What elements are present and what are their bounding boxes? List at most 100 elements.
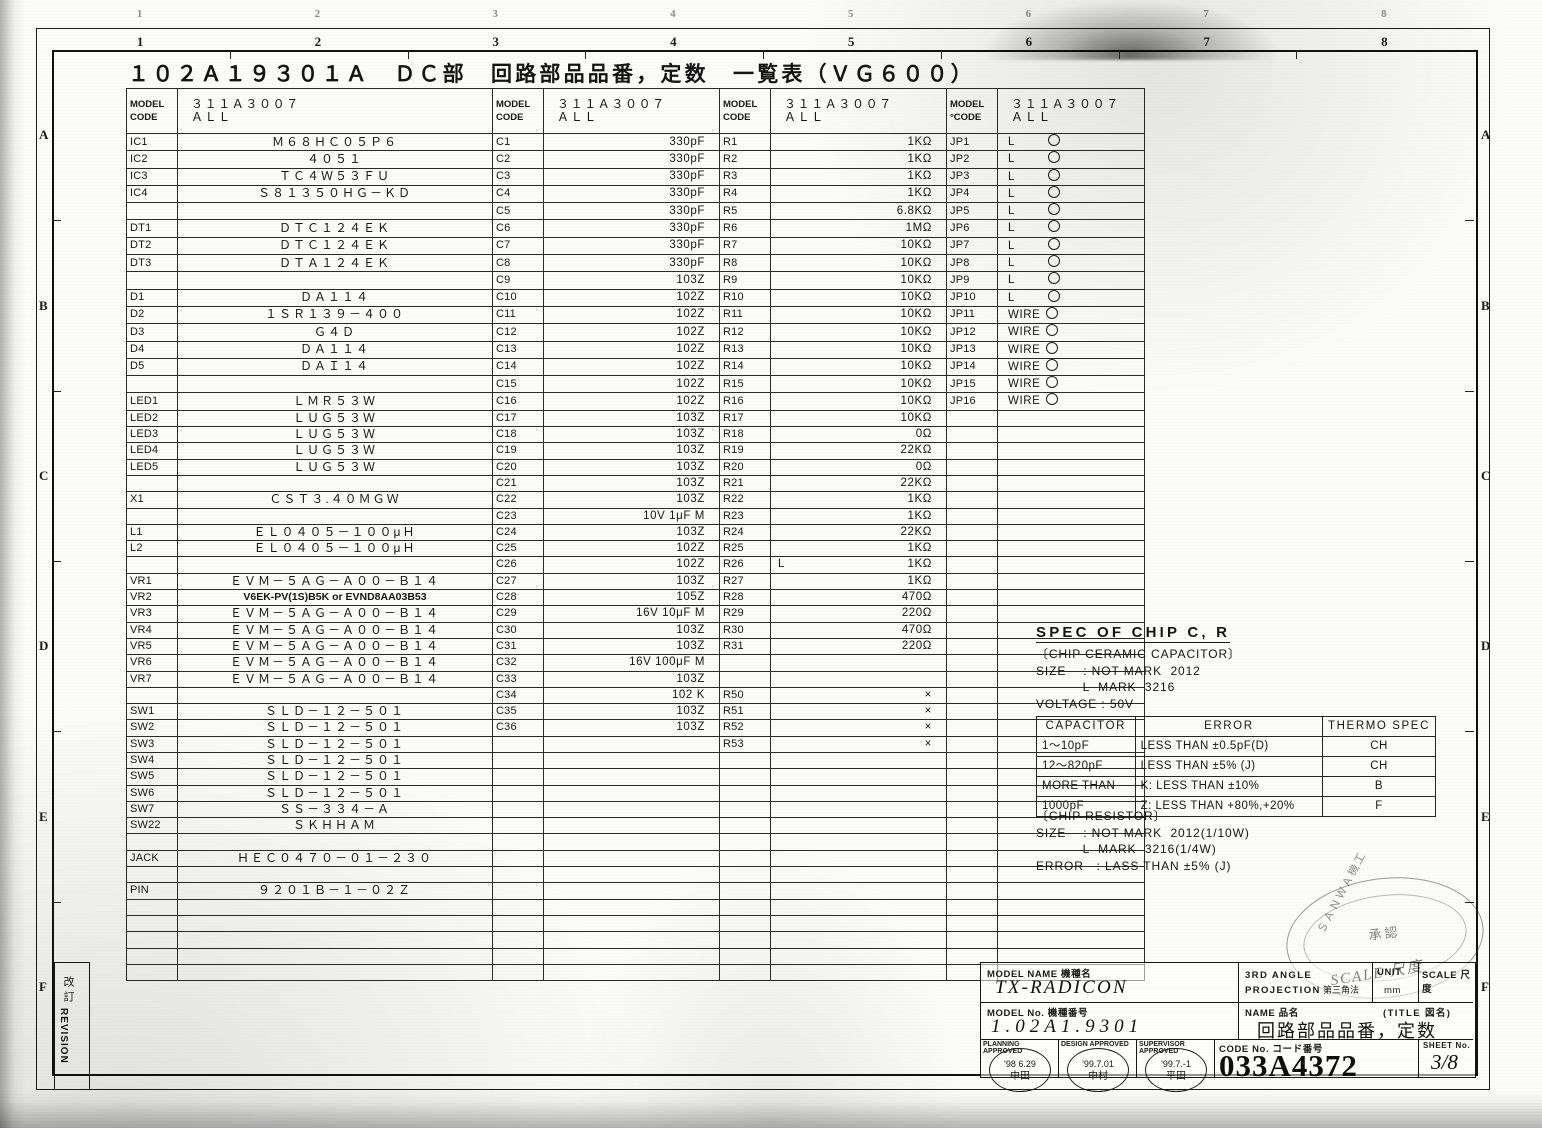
table-row: C5 330pF R5 6.8KΩ JP5 L bbox=[126, 202, 1145, 221]
cell-value-1 bbox=[177, 963, 493, 982]
cell-code-2: C28 bbox=[492, 589, 544, 607]
cell-code-2 bbox=[492, 931, 544, 949]
cell-value-2: 330pF bbox=[543, 132, 720, 152]
top-index-outer-3: 3 bbox=[492, 8, 498, 20]
top-index-4: 4 bbox=[670, 34, 677, 49]
jumper-type-label: L bbox=[1008, 153, 1015, 166]
cell-code-1: IC1 bbox=[126, 132, 178, 152]
cell-code-1: VR3 bbox=[126, 605, 178, 623]
cell-value-3: 10KΩ bbox=[770, 357, 947, 377]
cell-code-3: R8 bbox=[719, 254, 771, 273]
cell-code-4 bbox=[946, 426, 998, 444]
cell-value-1 bbox=[177, 202, 493, 221]
cell-code-3: R29 bbox=[719, 605, 771, 623]
jumper-circle-icon bbox=[1048, 203, 1060, 216]
cell-value-3: × bbox=[770, 735, 947, 753]
jumper-circle-icon bbox=[1048, 238, 1060, 250]
cell-value-1: Ｓ８１３５０ＨＧ－ＫＤ bbox=[177, 184, 493, 204]
cell-value-1: ＬＵＧ５３Ｗ bbox=[177, 426, 493, 444]
table-row: VR7 ＥＶＭ－５ＡＧ－Ａ００－Ｂ１４ C33 103Z bbox=[126, 670, 1145, 688]
table-row: PIN ９２０１Ｂ－１－０２Ｚ bbox=[126, 882, 1145, 900]
cell-code-2: C34 bbox=[492, 686, 544, 705]
cell-code-3: R14 bbox=[719, 357, 771, 377]
cell-code-1: PIN bbox=[126, 882, 178, 900]
cell-code-3: R28 bbox=[719, 589, 771, 607]
cell-code-1 bbox=[126, 963, 178, 982]
spec-res-size-1: SIZE : NOT MARK 2012(1/10W) bbox=[1036, 825, 1250, 840]
cell-code-3: R23 bbox=[719, 507, 771, 525]
cell-value-3 bbox=[770, 849, 947, 868]
cell-value-3: × bbox=[770, 686, 947, 705]
right-index-D: D bbox=[1481, 638, 1491, 654]
table-header-row: MODEL CODE ３１１Ａ３００７ ＡＬＬ MODEL CODE ３１１Ａ３００７… bbox=[126, 88, 1145, 134]
cell-code-3: R7 bbox=[719, 236, 771, 256]
cell-value-2: 103Z bbox=[543, 703, 720, 721]
cell-code-4 bbox=[946, 491, 998, 509]
spec-cap-size-1: SIZE : NOT MARK 2012 bbox=[1036, 663, 1201, 678]
cell-value-2 bbox=[543, 784, 720, 802]
cell-code-2: C1 bbox=[492, 132, 544, 152]
cell-code-1 bbox=[126, 947, 178, 965]
cell-value-3 bbox=[770, 768, 947, 786]
cell-code-2 bbox=[492, 784, 544, 802]
cell-value-2 bbox=[543, 735, 720, 753]
cell-code-4 bbox=[946, 686, 998, 705]
cell-code-2: C22 bbox=[492, 491, 544, 509]
cell-value-2: 16V 100μF M bbox=[543, 654, 720, 672]
name-value: 回路部品品番，定数 bbox=[1257, 1021, 1437, 1042]
scan-edge-shadow-left bbox=[0, 0, 26, 1128]
cell-code-1: JACK bbox=[126, 849, 178, 868]
right-index-B: B bbox=[1481, 297, 1490, 313]
title-label: (TITLE 図名) bbox=[1383, 1008, 1452, 1019]
top-index-outer-7: 7 bbox=[1203, 8, 1209, 20]
cell-value-1 bbox=[177, 833, 493, 851]
left-tick-0 bbox=[52, 220, 61, 222]
spec-resistor-block: 〔CHIP RESISTOR〕 SIZE : NOT MARK 2012(1/1… bbox=[1036, 808, 1436, 874]
cell-value-4 bbox=[997, 426, 1145, 444]
cell-value-4 bbox=[997, 442, 1145, 460]
jumper-type-label: L bbox=[1008, 170, 1015, 183]
cell-value-3 bbox=[770, 800, 947, 819]
cell-code-2 bbox=[492, 817, 544, 835]
cell-value-1: ＳＬＤ－１２－５０１ bbox=[177, 768, 493, 786]
cell-code-4 bbox=[946, 556, 998, 574]
projection-label-1: 3RD ANGLE bbox=[1245, 970, 1313, 981]
cell-value-2: 103Z bbox=[543, 670, 720, 688]
cell-code-4 bbox=[946, 898, 998, 916]
cell-value-4 bbox=[997, 474, 1145, 493]
cell-value-1: ＳＬＤ－１２－５０１ bbox=[177, 703, 493, 721]
cell-value-3: L 1KΩ bbox=[770, 556, 947, 574]
cell-value-1: ＣＳＴ３.４０ＭＧＷ bbox=[177, 491, 493, 509]
cell-code-1: IC3 bbox=[126, 167, 178, 186]
table-row: LED1 ＬＭＲ５３Ｗ C16 102Z R16 10KΩ JP16 WIRE bbox=[126, 392, 1145, 411]
cell-value-3: 22KΩ bbox=[770, 474, 947, 493]
jumper-type-label: WIRE bbox=[1008, 360, 1041, 373]
table-row: VR4 ＥＶＭ－５ＡＧ－Ａ００－Ｂ１４ C30 103Z R30 470Ω bbox=[126, 621, 1145, 639]
drawing-frame-inner bbox=[52, 50, 1478, 1076]
cell-code-3 bbox=[719, 833, 771, 851]
cell-code-2: C33 bbox=[492, 670, 544, 688]
cell-code-1: SW4 bbox=[126, 751, 178, 770]
cell-value-1 bbox=[177, 914, 493, 933]
top-index-outer-1: 1 bbox=[136, 8, 143, 20]
cell-value-1: ＬＵＧ５３Ｗ bbox=[177, 409, 493, 428]
cell-value-2: 102Z bbox=[543, 340, 720, 359]
approval-date-0: '98 6.29 bbox=[1004, 1059, 1036, 1069]
cell-code-3: R16 bbox=[719, 392, 771, 411]
cap-spec-cell: K: LESS THAN ±10% bbox=[1134, 776, 1324, 797]
cell-value-3: 10KΩ bbox=[770, 305, 947, 325]
cell-code-3 bbox=[719, 882, 771, 900]
cell-value-3: 22KΩ bbox=[770, 442, 947, 460]
jumper-type-label: WIRE bbox=[1008, 395, 1041, 408]
cell-code-2: C23 bbox=[492, 507, 544, 525]
cell-value-4 bbox=[997, 507, 1145, 525]
cell-value-2: 102 K bbox=[543, 686, 720, 705]
cell-code-3 bbox=[719, 866, 771, 884]
right-index-C: C bbox=[1481, 467, 1491, 483]
cell-value-3: 10KΩ bbox=[770, 409, 947, 428]
cell-value-2: 102Z bbox=[543, 375, 720, 394]
cell-value-2 bbox=[543, 768, 720, 786]
scan-edge-shadow-bottom bbox=[0, 1090, 1542, 1128]
cell-value-3: 1KΩ bbox=[770, 150, 947, 169]
capacitor-spec-table: CAPACITOR ERROR THERMO SPEC 1〜10pF LESS THAN… bbox=[1036, 716, 1436, 817]
